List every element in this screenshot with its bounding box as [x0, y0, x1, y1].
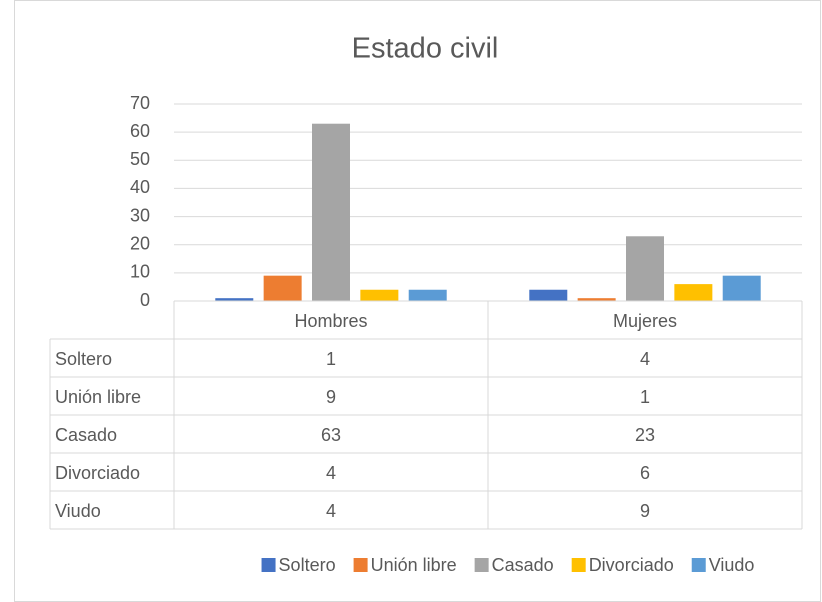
x-tick-label: Mujeres — [613, 311, 677, 331]
table-cell: 6 — [640, 463, 650, 483]
legend-swatch — [353, 558, 368, 572]
y-tick-label: 50 — [130, 149, 150, 169]
table-row-label: Divorciado — [55, 463, 140, 483]
y-tick-label: 10 — [130, 262, 150, 282]
y-tick-label: 70 — [130, 93, 150, 113]
legend-label: Soltero — [279, 555, 336, 575]
legend-label: Casado — [492, 555, 554, 575]
y-tick-label: 30 — [130, 205, 150, 225]
bar — [722, 275, 761, 301]
legend-label: Unión libre — [371, 555, 457, 575]
y-tick-label: 20 — [130, 233, 150, 253]
bar — [626, 236, 664, 301]
table-row-label: Soltero — [55, 349, 112, 369]
table-cell: 23 — [635, 425, 655, 445]
legend-swatch — [261, 558, 276, 572]
chart-title: Estado civil — [352, 33, 499, 65]
table-cell: 63 — [321, 425, 341, 445]
table-cell: 4 — [326, 501, 336, 521]
table-cell: 9 — [326, 387, 336, 407]
bar — [529, 289, 568, 301]
legend-swatch — [571, 558, 586, 572]
legend-swatch — [474, 558, 489, 572]
bar — [263, 275, 302, 301]
legend-label: Viudo — [709, 555, 755, 575]
legend-label: Divorciado — [589, 555, 674, 575]
bar — [312, 123, 350, 301]
x-tick-label: Hombres — [294, 311, 367, 331]
table-cell: 4 — [640, 349, 650, 369]
table-cell: 1 — [326, 349, 336, 369]
table-row-label: Casado — [55, 425, 117, 445]
y-tick-label: 60 — [130, 121, 150, 141]
bar — [674, 284, 713, 301]
table-cell: 4 — [326, 463, 336, 483]
table-cell: 9 — [640, 501, 650, 521]
bar — [408, 289, 447, 301]
table-row-label: Unión libre — [55, 387, 141, 407]
bar — [360, 289, 399, 301]
table-cell: 1 — [640, 387, 650, 407]
bar — [215, 298, 254, 301]
bar — [577, 298, 616, 301]
legend-swatch — [691, 558, 706, 572]
y-tick-label: 0 — [140, 290, 150, 310]
y-tick-label: 40 — [130, 177, 150, 197]
table-row-label: Viudo — [55, 501, 101, 521]
